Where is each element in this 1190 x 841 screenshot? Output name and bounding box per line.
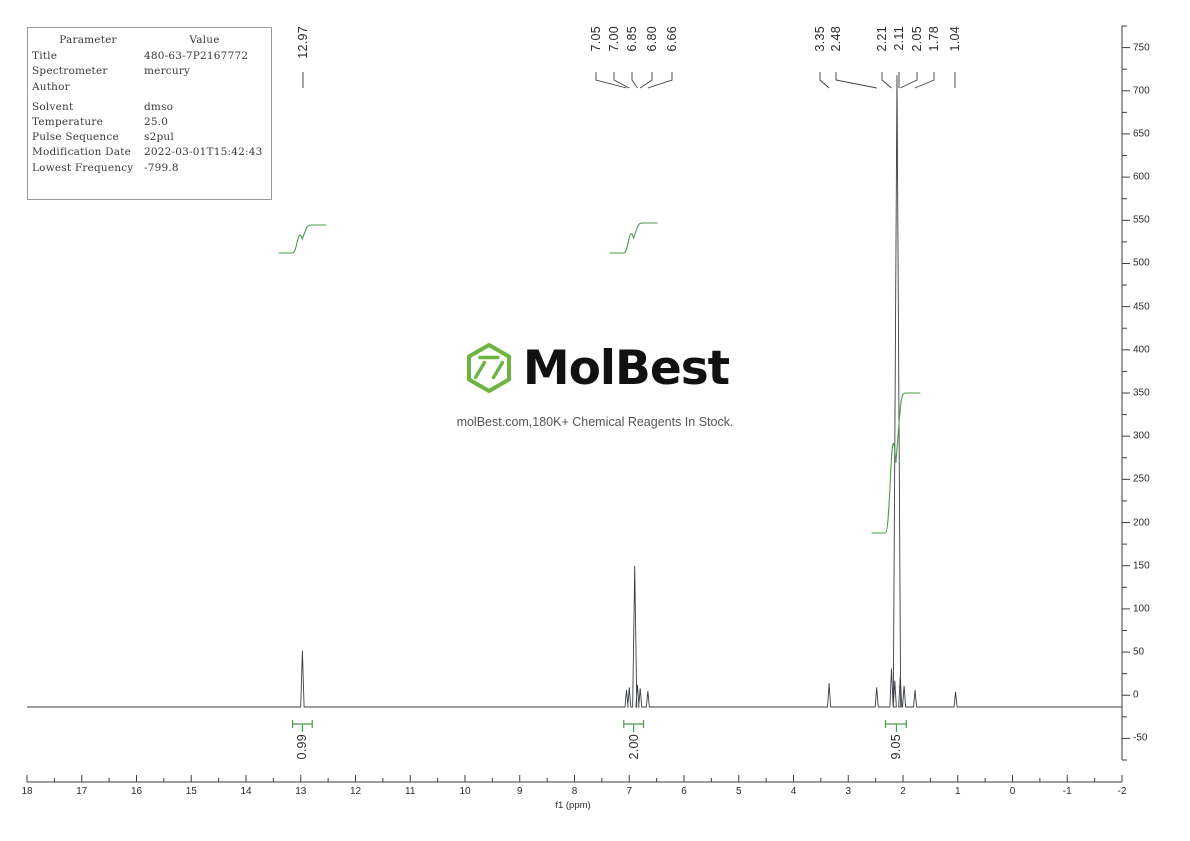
x-tick-label: 14 — [240, 786, 252, 797]
parameter-row: Temperature 25.0 — [32, 114, 265, 129]
peak-label: 2.48 — [829, 26, 843, 52]
peak-label: 3.35 — [813, 26, 827, 52]
parameter-key: Spectrometer — [32, 65, 108, 78]
x-tick-label: 7 — [626, 786, 633, 797]
y-tick-label: 0 — [1133, 689, 1139, 701]
y-tick-label: 500 — [1133, 257, 1150, 269]
parameter-row: Parameter Value — [32, 32, 265, 49]
x-tick-label: 1 — [954, 786, 961, 797]
parameter-value: Value — [189, 33, 220, 46]
integral-value: 0.99 — [295, 734, 310, 760]
parameter-key: Temperature — [32, 115, 103, 128]
y-tick-label: 400 — [1133, 344, 1150, 356]
parameter-value: 25.0 — [144, 115, 169, 128]
y-tick-label: 450 — [1133, 301, 1150, 313]
x-tick-label: 2 — [900, 786, 906, 797]
parameter-value: 480-63-7P2167772 — [144, 50, 249, 63]
integral-value: 2.00 — [626, 734, 641, 760]
y-tick-label: 750 — [1133, 42, 1150, 54]
x-tick-label: 10 — [459, 786, 471, 797]
parameter-table-grid: Parameter Value Title 480-63-7P2167772 Spect… — [32, 32, 265, 175]
y-tick-label: 100 — [1133, 603, 1150, 615]
parameter-key: Title — [32, 50, 58, 63]
x-tick-label: 8 — [571, 786, 578, 797]
parameter-key: Author — [32, 80, 70, 93]
x-tick-label: -2 — [1117, 786, 1127, 797]
y-tick-label: 700 — [1133, 85, 1150, 97]
x-tick-label: 16 — [130, 786, 143, 797]
parameter-value: mercury — [144, 65, 191, 78]
x-tick-label: 18 — [21, 786, 33, 797]
x-tick-label: 13 — [295, 786, 307, 797]
parameter-value: dmso — [144, 100, 174, 113]
peak-label: 1.04 — [948, 26, 962, 52]
x-tick-label: 5 — [735, 786, 742, 797]
parameter-table: Parameter Value Title 480-63-7P2167772 Spect… — [27, 27, 272, 200]
parameter-row: Lowest Frequency -799.8 — [32, 160, 265, 175]
peak-label: 7.05 — [589, 26, 603, 52]
y-tick-label: 150 — [1133, 560, 1150, 572]
parameter-row: Pulse Sequence s2pul — [32, 130, 265, 145]
y-tick-label: 50 — [1133, 646, 1145, 658]
parameter-key: Modification Date — [32, 146, 132, 159]
y-tick-label: 600 — [1133, 171, 1150, 183]
y-tick-label: -50 — [1133, 732, 1148, 744]
peak-label: 2.21 — [875, 26, 889, 52]
y-tick-label: 200 — [1133, 517, 1150, 529]
peak-label: 1.78 — [927, 26, 941, 52]
x-tick-label: 3 — [845, 786, 852, 797]
parameter-key: Parameter — [59, 33, 117, 46]
x-tick-label: 0 — [1009, 786, 1016, 797]
y-tick-label: 250 — [1133, 473, 1150, 485]
y-tick-label: 350 — [1133, 387, 1150, 399]
x-tick-label: 9 — [516, 786, 523, 797]
integral-value: 9.05 — [889, 734, 904, 760]
y-tick-label: 300 — [1133, 430, 1150, 442]
x-tick-label: 12 — [349, 786, 362, 797]
parameter-value: -799.8 — [144, 161, 179, 174]
parameter-value: s2pul — [144, 131, 174, 144]
x-tick-label: 15 — [185, 786, 197, 797]
y-tick-label: 650 — [1133, 128, 1150, 140]
parameter-row: Title 480-63-7P2167772 — [32, 49, 265, 64]
parameter-value: 2022-03-01T15:42:43 — [144, 146, 263, 159]
parameter-key: Lowest Frequency — [32, 161, 134, 174]
peak-label: 7.00 — [607, 26, 621, 52]
parameter-row: Solvent dmso — [32, 99, 265, 114]
peak-label: 2.11 — [892, 26, 906, 51]
parameter-row: Spectrometer mercury — [32, 64, 265, 79]
x-tick-label: 4 — [790, 786, 797, 797]
peak-label: 12.97 — [296, 26, 310, 59]
peak-label: 6.66 — [665, 26, 679, 52]
x-tick-label: 17 — [76, 786, 88, 797]
x-tick-label: 11 — [405, 786, 416, 797]
x-axis-title: f1 (ppm) — [555, 800, 591, 811]
y-tick-label: 550 — [1133, 214, 1150, 226]
peak-label: 2.05 — [910, 26, 924, 52]
parameter-row: Modification Date 2022-03-01T15:42:43 — [32, 145, 265, 160]
parameter-key: Solvent — [32, 100, 74, 113]
x-tick-label: -1 — [1062, 786, 1072, 797]
parameter-key: Pulse Sequence — [32, 131, 119, 144]
parameter-row: Author — [32, 79, 265, 94]
x-tick-label: 6 — [681, 786, 687, 797]
peak-label: 6.80 — [645, 26, 659, 52]
peak-label: 6.85 — [625, 26, 639, 52]
